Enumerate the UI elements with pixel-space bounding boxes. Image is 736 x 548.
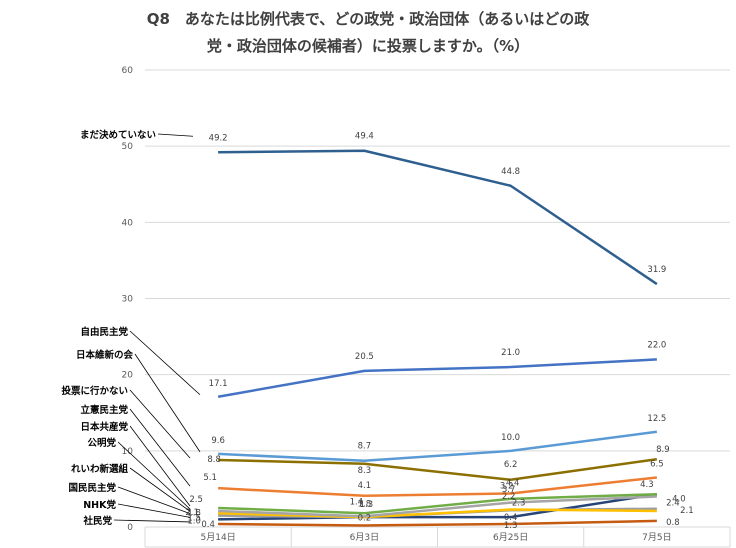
data-label: 1.8 xyxy=(358,499,372,509)
series-name-label: れいわ新選組 xyxy=(71,463,129,475)
y-tick-label: 20 xyxy=(122,371,134,381)
chart-title-line-1: Q8 あなたは比例代表で、どの政党・政治団体（あるいはどの政 xyxy=(146,10,590,28)
series-line xyxy=(218,495,657,518)
series-line xyxy=(218,493,658,521)
data-label: 49.4 xyxy=(355,132,374,142)
y-tick-label: 50 xyxy=(122,142,134,152)
chart-title-line-2: 党・政治団体の候補者）に投票しますか。（%） xyxy=(206,37,530,55)
data-label: 1.8 xyxy=(187,508,201,518)
data-label: 2.4 xyxy=(666,499,680,509)
y-tick-label: 30 xyxy=(122,295,134,305)
series-name-label: 国民民主党 xyxy=(68,482,116,494)
data-label: 10.0 xyxy=(501,433,520,443)
data-label: 4.0 xyxy=(672,495,686,505)
series-name-label: 社民党 xyxy=(82,515,112,527)
leader-line xyxy=(157,133,194,137)
x-tick-label: 6月25日 xyxy=(493,532,528,543)
data-label: 9.6 xyxy=(211,436,225,446)
series-name-label: まだ決めていない xyxy=(80,129,156,141)
series-line xyxy=(218,508,657,519)
data-label: 49.2 xyxy=(209,133,228,143)
data-label: 6.5 xyxy=(650,459,664,469)
data-label: 4.3 xyxy=(640,480,654,490)
series-name-label: 公明党 xyxy=(87,437,116,449)
series-name-label: 立憲民主党 xyxy=(80,404,128,416)
leader-line xyxy=(117,486,191,514)
data-label: 21.0 xyxy=(501,348,520,358)
series-name-label: 日本維新の会 xyxy=(76,349,134,361)
series-name-label: 日本共産党 xyxy=(80,421,128,433)
y-tick-label: 0 xyxy=(127,523,133,533)
data-label: 22.0 xyxy=(647,340,666,350)
data-label: 20.5 xyxy=(355,352,374,362)
data-label: 1.3 xyxy=(504,521,518,531)
series-line xyxy=(218,492,657,515)
data-label: 2.1 xyxy=(185,508,199,518)
data-label: 12.5 xyxy=(647,414,666,424)
leader-line xyxy=(129,467,191,512)
data-label: 0.4 xyxy=(201,520,215,530)
data-label: 31.9 xyxy=(647,265,666,275)
series-line xyxy=(218,519,657,527)
leader-line xyxy=(129,408,191,487)
leader-line xyxy=(134,353,201,453)
data-label: 2.5 xyxy=(189,495,203,505)
series-name-label: 投票に行かない xyxy=(61,385,128,397)
data-label: 6.2 xyxy=(504,460,518,470)
data-label: 0.8 xyxy=(666,518,680,528)
data-label: 5.1 xyxy=(203,473,217,483)
data-label: 2.2 xyxy=(502,492,516,502)
chart-title: Q8 あなたは比例代表で、どの政党・政治団体（あるいはどの政 党・政治団体の候補… xyxy=(0,6,736,60)
data-label: 8.8 xyxy=(207,455,221,465)
series-line xyxy=(218,430,658,462)
data-label: 44.8 xyxy=(501,167,520,177)
series-line xyxy=(218,476,658,498)
y-tick-label: 60 xyxy=(122,66,134,76)
leader-line xyxy=(129,425,191,507)
data-label: 3.7 xyxy=(502,485,516,495)
data-label: 2.3 xyxy=(512,498,526,508)
leader-line xyxy=(117,503,191,518)
leader-line xyxy=(113,519,191,523)
data-label: 8.3 xyxy=(358,466,372,476)
x-tick-label: 7月5日 xyxy=(642,532,671,543)
data-label: 0.2 xyxy=(358,513,372,523)
data-label: 1.4 xyxy=(350,497,364,507)
data-label: 8.9 xyxy=(656,445,670,455)
data-label: 8.7 xyxy=(358,442,372,452)
series-name-label: NHK党 xyxy=(83,499,116,511)
data-label: 1.3 xyxy=(360,500,374,510)
y-tick-label: 10 xyxy=(122,447,134,457)
data-label: 0.4 xyxy=(504,513,518,523)
series-line xyxy=(218,149,658,286)
series-name-label: 自由民主党 xyxy=(80,326,128,338)
x-tick-label: 5月14日 xyxy=(201,532,236,543)
y-tick-label: 40 xyxy=(122,218,134,228)
data-label: 2.1 xyxy=(680,506,694,516)
data-label: 1.5 xyxy=(187,514,201,524)
series-line xyxy=(217,358,657,398)
data-label: 17.1 xyxy=(209,379,228,389)
data-label: 3.2 xyxy=(500,482,514,492)
series-line xyxy=(218,457,658,482)
leader-line xyxy=(129,330,201,396)
leader-line xyxy=(117,441,191,510)
data-label: 1.0 xyxy=(187,516,201,526)
data-label: 4.4 xyxy=(506,478,520,488)
leader-line xyxy=(129,389,191,459)
data-label: 4.1 xyxy=(358,481,372,491)
x-tick-label: 6月3日 xyxy=(350,532,379,543)
